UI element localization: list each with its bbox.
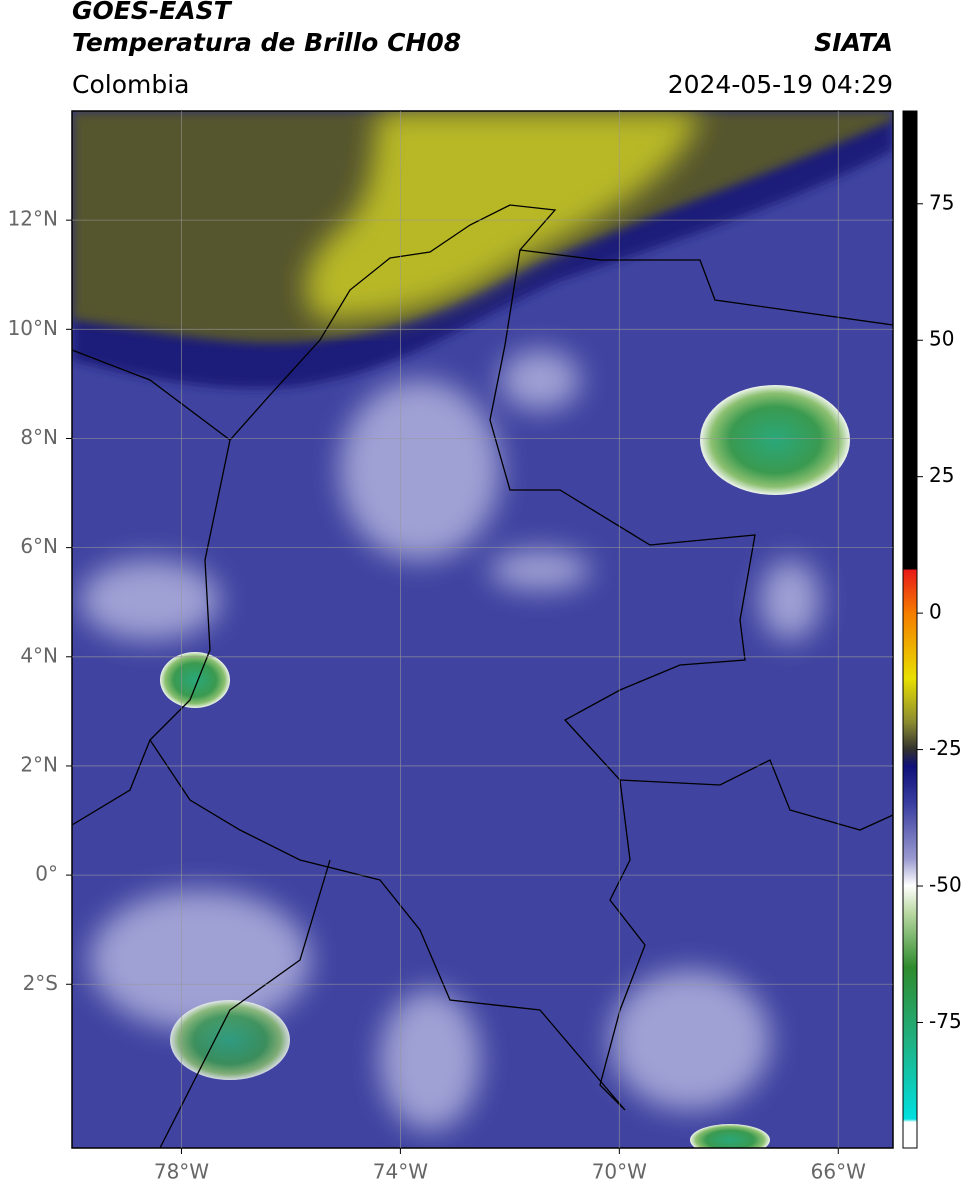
lon-tick-label: 74°W xyxy=(373,1160,428,1184)
colorbar-tick-label: -50 xyxy=(929,873,962,897)
colorbar-tick-label: 25 xyxy=(929,463,954,487)
lon-tick-label: 78°W xyxy=(154,1160,209,1184)
lat-tick-label: 12°N xyxy=(8,207,58,231)
map-frame xyxy=(71,110,894,1149)
title: GOES-EAST xyxy=(72,0,233,25)
lon-tick-label: 66°W xyxy=(811,1160,866,1184)
colorbar-tick-label: 0 xyxy=(929,600,942,624)
satellite-image xyxy=(72,111,893,1148)
lat-tick-label: 6°N xyxy=(20,534,58,558)
lat-tick-label: 2°N xyxy=(20,752,58,776)
lat-tick-label: 2°S xyxy=(23,971,58,995)
region: Colombia xyxy=(72,70,189,99)
subtitle: Temperatura de Brillo CH08 xyxy=(72,28,461,57)
lat-tick-label: 4°N xyxy=(20,643,58,667)
lat-tick-label: 0° xyxy=(35,862,58,886)
lat-tick-label: 8°N xyxy=(20,425,58,449)
source: SIATA xyxy=(814,28,893,57)
colorbar-tick-label: 50 xyxy=(929,327,954,351)
datetime: 2024-05-19 04:29 xyxy=(668,70,893,99)
colorbar-tick-label: -75 xyxy=(929,1009,962,1033)
lat-tick-label: 10°N xyxy=(8,316,58,340)
lon-tick-label: 70°W xyxy=(592,1160,647,1184)
colorbar-tick-label: 75 xyxy=(929,190,954,214)
colorbar-tick-label: -25 xyxy=(929,736,962,760)
colorbar xyxy=(902,110,918,1149)
